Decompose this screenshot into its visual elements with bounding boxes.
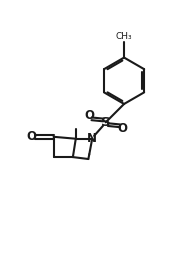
Text: O: O: [84, 110, 94, 122]
Text: S: S: [101, 116, 111, 129]
Text: N: N: [87, 132, 97, 145]
Text: O: O: [117, 122, 127, 135]
Text: O: O: [26, 130, 36, 143]
Text: CH₃: CH₃: [116, 32, 132, 41]
